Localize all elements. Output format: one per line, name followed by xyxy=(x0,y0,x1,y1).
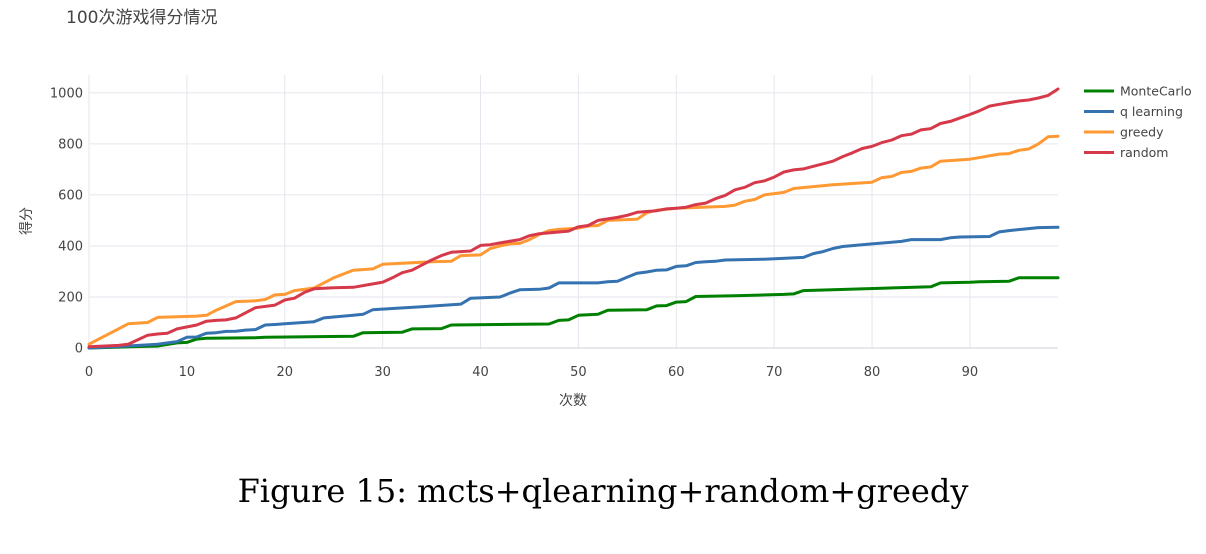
legend-item-q-learning[interactable]: q learning xyxy=(1084,104,1183,119)
y-axis-label: 得分 xyxy=(18,207,35,235)
x-tick-label: 80 xyxy=(864,365,881,380)
x-tick-label: 20 xyxy=(276,365,293,380)
legend-label: greedy xyxy=(1120,125,1164,140)
x-tick-label: 50 xyxy=(570,365,587,380)
series-line-q-learning xyxy=(87,225,1060,350)
legend-item-random[interactable]: random xyxy=(1084,145,1168,160)
series-line-montecarlo xyxy=(87,276,1060,350)
legend-label: MonteCarlo xyxy=(1120,84,1192,99)
y-tick-label: 400 xyxy=(58,239,83,254)
x-tick-label: 0 xyxy=(85,365,93,380)
y-tick-label: 600 xyxy=(58,188,83,203)
y-tick-label: 0 xyxy=(75,342,83,357)
legend-item-montecarlo[interactable]: MonteCarlo xyxy=(1084,84,1192,99)
series-lines xyxy=(87,87,1060,350)
x-tick-label: 70 xyxy=(766,365,783,380)
legend-label: random xyxy=(1120,145,1168,160)
x-tick-label: 60 xyxy=(668,365,685,380)
x-tick-label: 30 xyxy=(374,365,391,380)
legend-label: q learning xyxy=(1120,104,1183,119)
legend[interactable]: MonteCarlo q learning greedy random xyxy=(1084,84,1192,161)
x-tick-label: 10 xyxy=(179,365,196,380)
chart: 100次游戏得分情况 0 200 400 600 800 1000 0 10 20 30 40 50 6… xyxy=(18,8,1192,409)
chart-title: 100次游戏得分情况 xyxy=(66,8,217,28)
x-axis-label: 次数 xyxy=(559,393,587,409)
gridlines xyxy=(88,75,1058,348)
series-line-random xyxy=(87,87,1060,349)
y-tick-label: 800 xyxy=(58,137,83,152)
y-tick-label: 1000 xyxy=(50,86,83,101)
y-tick-label: 200 xyxy=(58,290,83,305)
figure-caption: Figure 15: mcts+qlearning+random+greedy xyxy=(237,472,969,510)
x-tick-label: 40 xyxy=(472,365,489,380)
x-tick-label: 90 xyxy=(962,365,979,380)
tick-labels: 0 200 400 600 800 1000 0 10 20 30 40 50 60 70 80 90 xyxy=(50,86,978,380)
legend-item-greedy[interactable]: greedy xyxy=(1084,125,1164,140)
